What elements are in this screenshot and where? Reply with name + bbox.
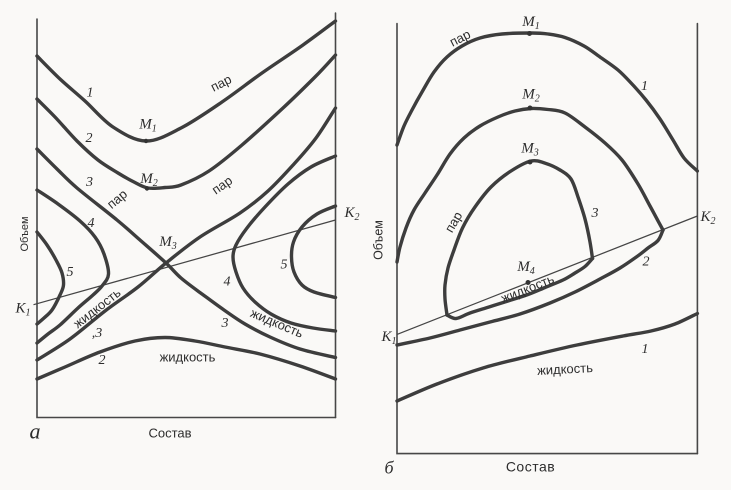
svg-text:Объем: Объем xyxy=(19,216,31,251)
svg-text:5: 5 xyxy=(281,258,288,273)
svg-text:Состав: Состав xyxy=(148,426,191,441)
svg-text:3: 3 xyxy=(221,316,229,331)
svg-text:5: 5 xyxy=(67,265,74,280)
svg-text:б: б xyxy=(384,458,394,478)
svg-text:2: 2 xyxy=(643,255,650,270)
svg-text:4: 4 xyxy=(224,275,231,290)
svg-text:1: 1 xyxy=(642,342,649,357)
svg-text:2: 2 xyxy=(99,353,106,368)
svg-text:жидкость: жидкость xyxy=(537,360,594,378)
svg-text:жидкость: жидкость xyxy=(160,350,216,365)
svg-text:Состав: Состав xyxy=(506,459,555,475)
svg-text:а: а xyxy=(30,419,41,444)
svg-text:3: 3 xyxy=(85,175,93,190)
svg-text:3: 3 xyxy=(591,206,599,221)
svg-text:4: 4 xyxy=(88,216,95,231)
svg-text:2: 2 xyxy=(86,131,93,146)
svg-text:,3: ,3 xyxy=(92,326,103,341)
svg-text:1: 1 xyxy=(87,86,94,101)
svg-text:Объем: Объем xyxy=(372,220,386,260)
svg-text:1: 1 xyxy=(641,79,648,94)
